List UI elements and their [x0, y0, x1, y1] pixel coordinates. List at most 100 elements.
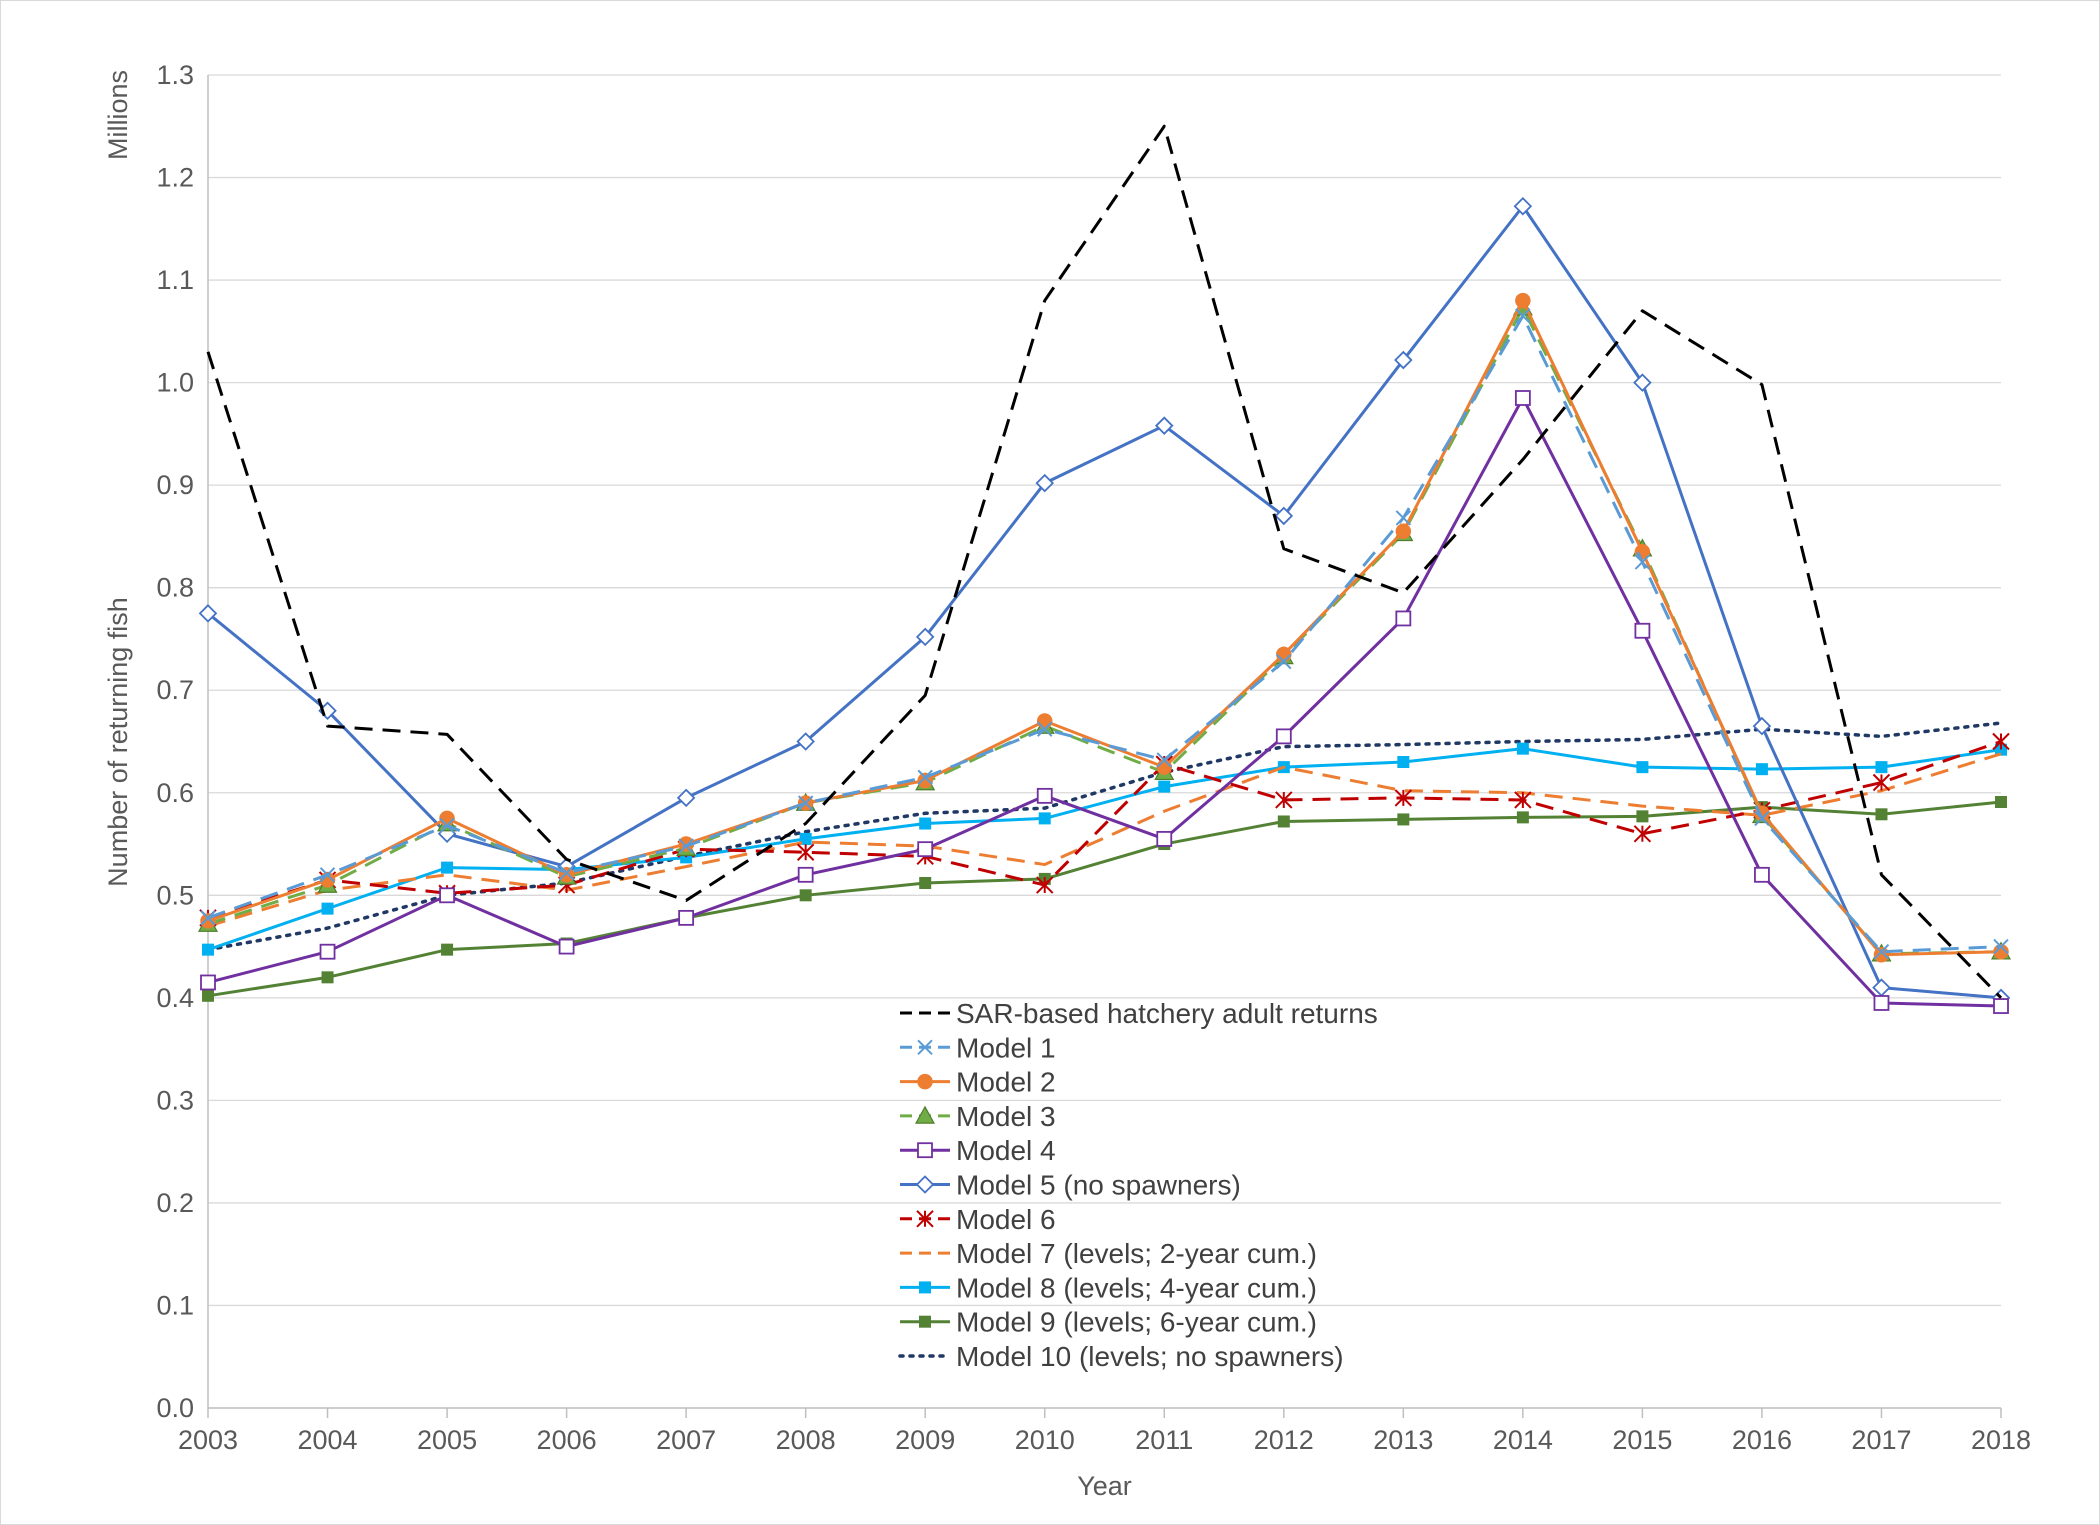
legend-item: Model 7 (levels; 2-year cum.): [900, 1238, 1317, 1269]
data-point: [321, 971, 334, 984]
data-point: [1275, 728, 1292, 745]
data-point: [200, 910, 216, 926]
data-point: [1516, 811, 1529, 824]
data-point: [797, 795, 814, 811]
x-tick-label: 2005: [417, 1425, 477, 1455]
data-point: [1754, 866, 1770, 883]
data-point: [1395, 510, 1412, 526]
x-tick-label: 2016: [1732, 1425, 1792, 1455]
series-2: [200, 308, 2009, 960]
series-5: [200, 390, 2009, 1014]
legend-label: Model 3: [956, 1101, 1056, 1132]
data-point: [678, 838, 694, 854]
data-point: [1156, 831, 1173, 847]
series-line: [207, 800, 2002, 998]
legend-label: Model 4: [956, 1135, 1056, 1166]
data-point: [321, 902, 334, 915]
data-point: [1516, 742, 1529, 755]
data-point: [1036, 876, 1054, 894]
data-point: [1875, 761, 1888, 774]
y-tick-label: 1.2: [156, 163, 194, 193]
data-point: [1394, 789, 1413, 807]
legend-item: Model 8 (levels; 4-year cum.): [900, 1272, 1317, 1303]
data-point: [1515, 308, 1531, 324]
data-point: [1514, 791, 1532, 809]
legend-label: Model 1: [956, 1032, 1056, 1063]
y-tick-label: 1.1: [156, 265, 194, 295]
data-point: [1754, 810, 1770, 827]
y-tick-label: 1.0: [156, 368, 194, 398]
legend-marker: [915, 1175, 935, 1194]
y-axis-unit: Millions: [103, 70, 133, 160]
data-point: [1873, 943, 1890, 960]
y-tick-label: 1.3: [156, 60, 194, 90]
legend-item: Model 10 (levels; no spawners): [898, 1341, 1344, 1372]
legend-label: Model 10 (levels; no spawners): [956, 1341, 1344, 1372]
y-tick-label: 0.5: [156, 880, 194, 910]
data-point: [1634, 622, 1651, 639]
series-11: [206, 721, 2003, 952]
data-point: [198, 604, 218, 623]
data-point: [1992, 732, 2010, 751]
data-point: [1275, 791, 1293, 809]
legend-marker: [914, 1105, 936, 1124]
x-axis-title: Year: [1077, 1471, 1132, 1501]
series-group: [197, 124, 2012, 1014]
data-point: [917, 841, 934, 858]
data-point: [1875, 808, 1888, 821]
data-point: [1873, 947, 1890, 963]
legend-marker: [917, 1142, 933, 1159]
data-point: [1156, 759, 1173, 775]
y-tick-label: 0.6: [156, 778, 194, 808]
data-point: [319, 867, 336, 883]
x-tick-label: 2011: [1135, 1425, 1193, 1455]
data-point: [1872, 773, 1891, 792]
data-point: [678, 909, 695, 926]
data-point: [1036, 713, 1053, 729]
data-point: [676, 788, 696, 808]
data-point: [797, 866, 814, 883]
data-point: [796, 732, 815, 751]
data-point: [1276, 653, 1292, 670]
x-tick-label: 2014: [1493, 1425, 1553, 1455]
x-tick-label: 2010: [1015, 1425, 1075, 1455]
data-point: [1395, 523, 1412, 540]
legend-label: Model 2: [956, 1067, 1056, 1098]
x-tick-label: 2004: [297, 1425, 357, 1455]
x-tick-label: 2008: [776, 1425, 836, 1455]
data-point: [1634, 554, 1651, 570]
data-point: [1397, 813, 1410, 826]
data-point: [441, 943, 454, 956]
data-point: [1993, 998, 2009, 1014]
series-line: [207, 747, 2002, 952]
legend-label: Model 9 (levels; 6-year cum.): [956, 1307, 1317, 1338]
axes: 0.0 0.1 0.2 0.3 0.4 0.5 0.6 0.7 0.8 0.9 1.0 1.1 1.2 1…: [103, 60, 2031, 1501]
data-point: [200, 974, 216, 991]
data-point: [1156, 752, 1172, 768]
data-point: [919, 817, 932, 830]
data-point: [796, 843, 815, 861]
data-point: [439, 810, 455, 827]
series-line: [206, 721, 2003, 952]
series-line: [207, 299, 2002, 957]
y-tick-label: 0.8: [156, 573, 194, 603]
data-point: [799, 889, 812, 902]
y-tick-label: 0.0: [156, 1393, 194, 1423]
data-point: [202, 943, 214, 956]
legend-item: SAR-based hatchery adult returns: [900, 998, 1378, 1029]
data-point: [1636, 810, 1649, 823]
legend-item: Model 4: [900, 1135, 1056, 1166]
data-point: [439, 817, 455, 834]
y-tick-label: 0.4: [156, 983, 194, 1013]
data-point: [1037, 721, 1053, 737]
data-point: [915, 627, 935, 647]
legend-marker: [919, 1315, 931, 1328]
x-tick-label: 2003: [178, 1425, 238, 1455]
data-point: [1036, 787, 1053, 804]
y-tick-label: 0.1: [156, 1290, 194, 1320]
data-point: [1395, 610, 1412, 627]
x-tick-label: 2007: [656, 1425, 716, 1455]
data-point: [439, 887, 455, 904]
